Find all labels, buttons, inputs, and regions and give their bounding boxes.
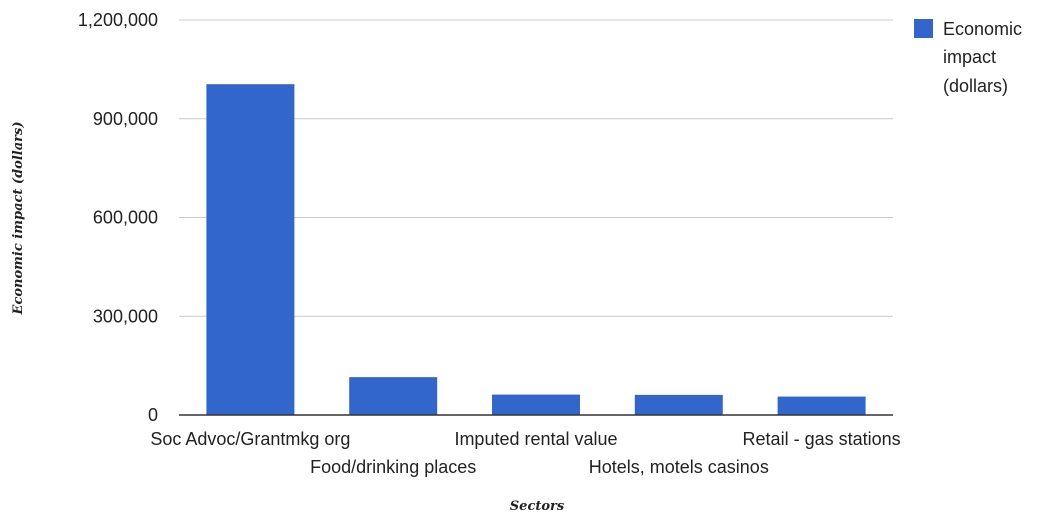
y-axis-tick-labels: 0 300,000 600,000 900,000 1,200,000 [78, 10, 158, 425]
legend-label-line-2: impact [943, 47, 996, 67]
y-tick-label: 1,200,000 [78, 10, 158, 30]
y-axis-title: Economic impact (dollars) [11, 122, 26, 316]
bar [349, 377, 438, 415]
y-tick-label: 900,000 [93, 109, 158, 129]
legend-label-line-1: Economic [943, 19, 1022, 39]
legend-swatch [914, 19, 933, 38]
bar [634, 394, 723, 415]
bar [777, 396, 866, 415]
legend-label: Economic impact (dollars) [943, 19, 1027, 96]
x-tick-label: Imputed rental value [454, 429, 617, 449]
x-tick-label: Hotels, motels casinos [589, 457, 769, 477]
bar [206, 84, 295, 415]
y-tick-label: 0 [148, 405, 158, 425]
bar [492, 394, 580, 415]
x-tick-label: Food/drinking places [310, 457, 476, 477]
x-axis-title: Sectors [510, 499, 565, 514]
x-tick-label: Soc Advoc/Grantmkg org [150, 429, 350, 449]
bars [206, 84, 866, 415]
y-tick-label: 600,000 [93, 208, 158, 228]
gridlines [179, 19, 893, 317]
x-axis-tick-labels: Soc Advoc/Grantmkg org Food/drinking plac… [150, 429, 900, 477]
legend-label-line-3: (dollars) [943, 76, 1008, 96]
y-tick-label: 300,000 [93, 306, 158, 326]
legend: Economic impact (dollars) [914, 19, 1027, 96]
x-tick-label: Retail - gas stations [743, 429, 901, 449]
